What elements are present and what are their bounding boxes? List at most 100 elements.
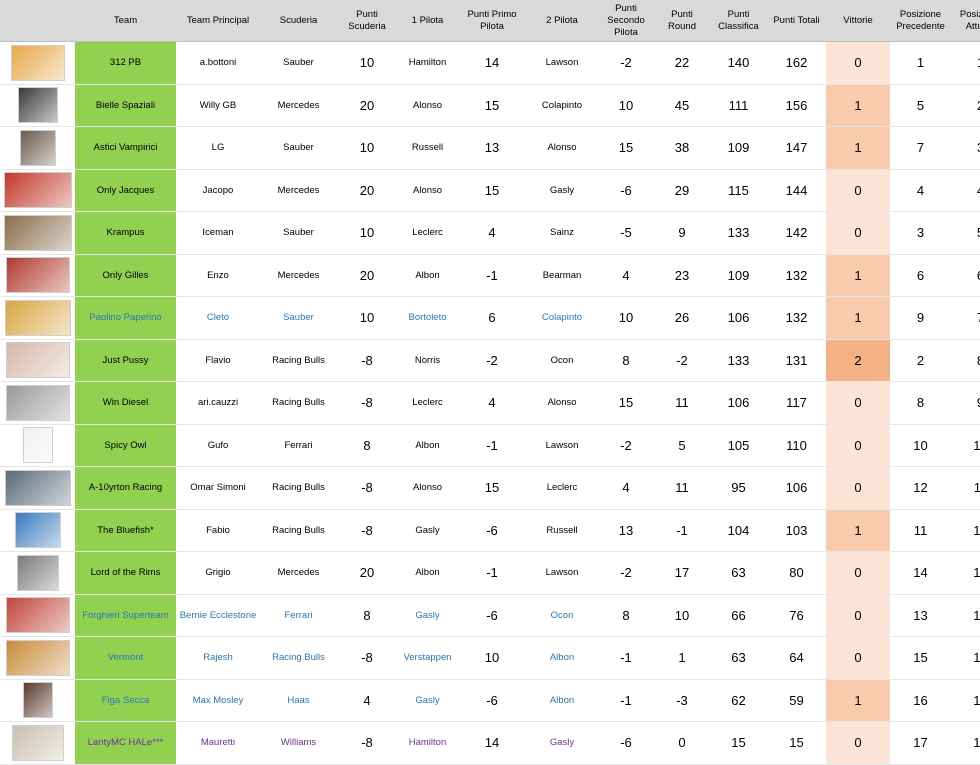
punti-primo-cell: 15 <box>458 169 526 212</box>
team-cell: Figa Secca <box>75 679 176 722</box>
team-image-cell <box>0 211 75 255</box>
pos-att-cell: 14 <box>951 594 980 637</box>
punti-secondo-cell: -6 <box>598 721 654 765</box>
punti-round-cell: 26 <box>654 296 710 340</box>
punti-totali-cell: 132 <box>767 254 826 297</box>
team-photo-image <box>5 342 70 379</box>
punti-totali-cell: 15 <box>767 721 826 765</box>
team-photo-image <box>10 44 65 81</box>
scuderia-cell: Racing Bulls <box>260 466 337 510</box>
team-cell: Paolino Paperino <box>75 296 176 340</box>
vittorie-cell: 0 <box>826 466 890 510</box>
pilota2-cell: Leclerc <box>526 466 598 510</box>
vittorie-cell: 0 <box>826 551 890 595</box>
punti-scuderia-cell: -8 <box>337 721 397 765</box>
punti-scuderia-cell: 10 <box>337 296 397 340</box>
punti-scuderia-cell: 20 <box>337 551 397 595</box>
punti-scuderia-cell: 10 <box>337 41 397 85</box>
table-body: 312 PB a.bottoni Sauber 10 Hamilton 14 Lawson -… <box>0 41 980 765</box>
punti-classifica-cell: 63 <box>710 551 767 595</box>
header-team: Team <box>75 0 176 42</box>
punti-totali-cell: 162 <box>767 41 826 85</box>
punti-round-cell: 11 <box>654 466 710 510</box>
team-image-cell <box>0 84 75 127</box>
scuderia-cell: Racing Bulls <box>260 636 337 680</box>
header-principal: Team Principal <box>176 0 260 42</box>
team-image-cell <box>0 509 75 552</box>
table-row: 312 PB a.bottoni Sauber 10 Hamilton 14 Lawson -… <box>0 41 980 85</box>
pos-prec-cell: 5 <box>890 84 951 127</box>
pilota2-cell: Colapinto <box>526 84 598 127</box>
principal-cell: Gufo <box>176 424 260 467</box>
team-photo-image <box>22 427 53 464</box>
punti-scuderia-cell: 20 <box>337 169 397 212</box>
punti-primo-cell: 14 <box>458 721 526 765</box>
header-vittorie: Vittorie <box>826 0 890 42</box>
pos-att-cell: 2 <box>951 84 980 127</box>
team-photo-image <box>19 129 56 166</box>
punti-totali-cell: 106 <box>767 466 826 510</box>
pos-att-cell: 16 <box>951 679 980 722</box>
punti-classifica-cell: 63 <box>710 636 767 680</box>
pos-prec-cell: 6 <box>890 254 951 297</box>
pos-prec-cell: 15 <box>890 636 951 680</box>
scuderia-cell: Racing Bulls <box>260 381 337 425</box>
punti-scuderia-cell: -8 <box>337 466 397 510</box>
team-photo-image <box>16 554 59 591</box>
punti-scuderia-cell: -8 <box>337 509 397 552</box>
punti-round-cell: 0 <box>654 721 710 765</box>
pos-att-cell: 6 <box>951 254 980 297</box>
team-photo-image <box>5 597 70 634</box>
principal-cell: Rajesh <box>176 636 260 680</box>
punti-totali-cell: 76 <box>767 594 826 637</box>
pos-att-cell: 1 <box>951 41 980 85</box>
punti-classifica-cell: 95 <box>710 466 767 510</box>
vittorie-cell: 1 <box>826 679 890 722</box>
punti-secondo-cell: -6 <box>598 169 654 212</box>
pos-att-cell: 17 <box>951 721 980 765</box>
punti-classifica-cell: 66 <box>710 594 767 637</box>
team-image-cell <box>0 679 75 722</box>
pilota2-cell: Alonso <box>526 381 598 425</box>
punti-round-cell: -1 <box>654 509 710 552</box>
punti-totali-cell: 117 <box>767 381 826 425</box>
team-photo-image <box>5 639 70 676</box>
punti-secondo-cell: 10 <box>598 84 654 127</box>
vittorie-cell: 0 <box>826 636 890 680</box>
team-cell: Krampus <box>75 211 176 255</box>
pos-prec-cell: 17 <box>890 721 951 765</box>
table-row: Only Jacques Jacopo Mercedes 20 Alonso 15 Gasl… <box>0 169 980 212</box>
punti-secondo-cell: 13 <box>598 509 654 552</box>
punti-primo-cell: 4 <box>458 211 526 255</box>
pos-prec-cell: 14 <box>890 551 951 595</box>
principal-cell: Jacopo <box>176 169 260 212</box>
pos-prec-cell: 4 <box>890 169 951 212</box>
punti-totali-cell: 147 <box>767 126 826 170</box>
pos-att-cell: 9 <box>951 381 980 425</box>
team-image-cell <box>0 339 75 382</box>
punti-scuderia-cell: -8 <box>337 636 397 680</box>
team-photo-image <box>17 87 58 124</box>
pos-att-cell: 8 <box>951 339 980 382</box>
header-row: Team Team Principal Scuderia Punti Scude… <box>0 0 980 42</box>
pilota2-cell: Ocon <box>526 594 598 637</box>
table-row: Only Gilles Enzo Mercedes 20 Albon -1 Bearman 4… <box>0 254 980 297</box>
header-punti-scuderia: Punti Scuderia <box>337 0 397 42</box>
pos-att-cell: 4 <box>951 169 980 212</box>
vittorie-cell: 2 <box>826 339 890 382</box>
pos-prec-cell: 10 <box>890 424 951 467</box>
punti-classifica-cell: 62 <box>710 679 767 722</box>
punti-classifica-cell: 115 <box>710 169 767 212</box>
punti-classifica-cell: 106 <box>710 381 767 425</box>
punti-round-cell: 17 <box>654 551 710 595</box>
principal-cell: Max Mosley <box>176 679 260 722</box>
team-image-cell <box>0 551 75 595</box>
team-image-cell <box>0 721 75 765</box>
pos-prec-cell: 7 <box>890 126 951 170</box>
vittorie-cell: 0 <box>826 381 890 425</box>
principal-cell: Flavio <box>176 339 260 382</box>
header-pos-att: Posizione Attuale <box>951 0 980 42</box>
principal-cell: Cleto <box>176 296 260 340</box>
team-cell: Win Diesel <box>75 381 176 425</box>
team-image-cell <box>0 594 75 637</box>
